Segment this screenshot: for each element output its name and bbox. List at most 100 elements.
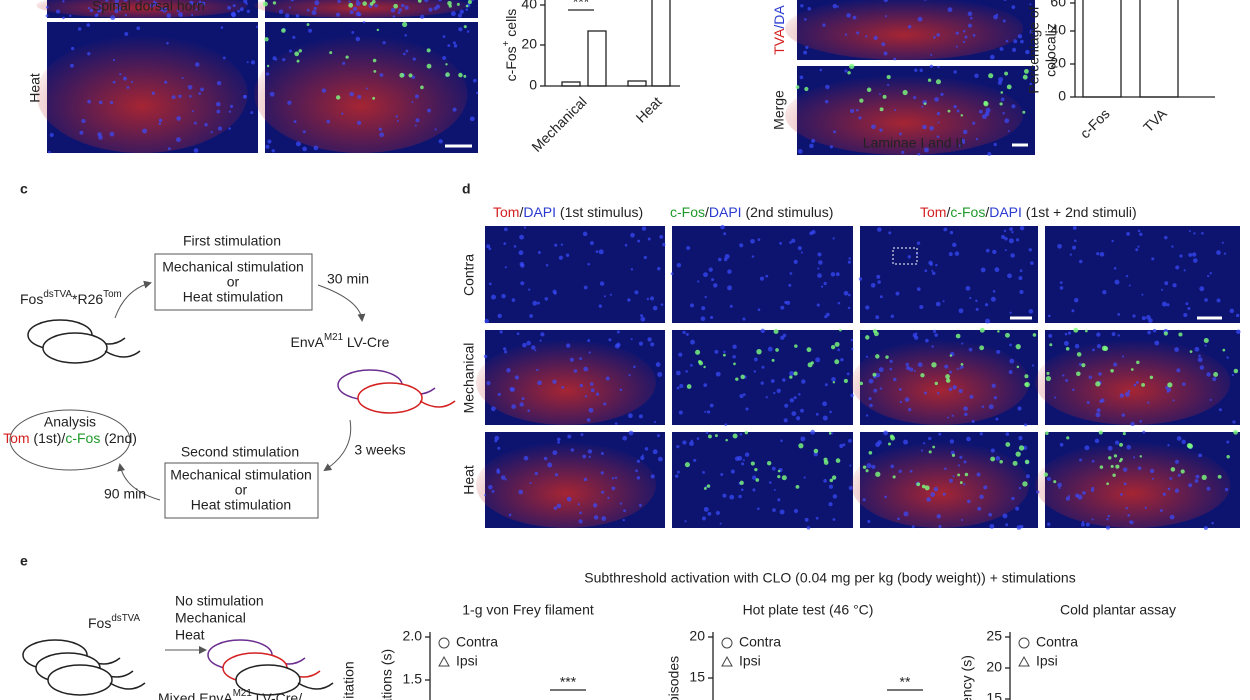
micrograph-cell [964,35,968,39]
micrograph-cell [1065,496,1071,501]
micrograph-cell [823,281,827,286]
micrograph-cell [817,267,820,270]
micrograph-cell [1047,314,1051,318]
micrograph-cell [600,451,604,456]
micrograph-cell [520,281,525,286]
text-segment: Tom [3,430,29,446]
legend-marker [438,637,450,649]
micrograph-cell [428,7,433,12]
micrograph-cell [805,45,809,50]
micrograph-signal [1035,339,1231,425]
micrograph-cell [588,455,591,458]
micrograph-cell [759,276,765,281]
micrograph-cell [622,519,625,522]
micrograph-cell [995,13,999,16]
micrograph-cell [940,92,944,96]
micrograph-cell [1151,257,1155,261]
micrograph-cell [959,455,963,459]
micrograph-cell [798,443,804,449]
micrograph-signal [36,0,248,18]
micrograph-cell [523,455,529,461]
micrograph-cell [1112,473,1116,477]
micrograph-cell [426,48,431,53]
micrograph-cell [1125,274,1129,278]
micrograph-cell [269,91,275,97]
micrograph-cell [1096,408,1101,413]
micrograph-cell [924,269,928,273]
micrograph-cell [1154,340,1160,346]
micrograph-cell [488,247,492,251]
micrograph-cell [963,460,967,464]
micrograph-cell [1103,346,1109,351]
micrograph-cell [739,394,744,399]
micrograph-cell [928,436,932,441]
micrograph-cell [1011,231,1014,234]
micrograph-cell [438,139,443,144]
micrograph-cell [919,304,924,310]
micrograph-cell [397,11,401,15]
micrograph-cell [950,450,955,455]
micrograph-cell [98,135,103,140]
micrograph-cell [1016,365,1020,369]
micrograph-cell [916,241,921,245]
micrograph-cell [434,128,437,131]
micrograph-cell [1114,440,1120,445]
micrograph-cell [1195,474,1200,479]
micrograph-cell [799,75,804,80]
micrograph-cell [87,99,91,104]
micrograph-cell [703,383,708,387]
micrograph-cell [239,7,244,12]
micrograph-cell [975,137,979,141]
micrograph-cell [1003,0,1007,1]
micrograph-cell [966,436,971,442]
micrograph-cell [965,285,971,291]
micrograph-cell [1130,421,1135,427]
micrograph-cell [1141,382,1146,387]
micrograph-cell [1117,312,1121,316]
micrograph-cell [335,95,341,100]
mouse-tail [419,400,456,408]
micrograph-cell [879,128,883,132]
micrograph-cell [890,464,895,469]
micrograph-cell [504,227,508,232]
micrograph-cell [703,487,707,490]
micrograph-cell [48,150,51,154]
micrograph-cell [791,411,797,416]
micrograph-cell [877,280,881,284]
micrograph-cell [588,407,594,413]
micrograph-cell [623,509,626,513]
text-segment: LV-Cre [343,334,390,350]
micrograph-cell [851,348,854,351]
micrograph-cell [357,94,362,99]
micrograph-cell [862,465,867,469]
micrograph-cell [1226,440,1230,444]
micrograph-cell [1206,274,1210,278]
micrograph-cell [975,299,978,303]
micrograph-cell [1133,456,1136,459]
micrograph-cell [501,293,506,299]
micrograph-cell [450,11,456,17]
micrograph-cell [930,492,936,497]
micrograph-cell [593,503,598,508]
micrograph-cell [1004,118,1010,124]
micrograph-cell [112,58,116,62]
micrograph-cell [308,28,312,33]
micrograph-cell [1226,356,1229,359]
micrograph-cell [245,2,248,5]
micrograph-cell [166,41,169,45]
micrograph-cell [938,432,942,436]
micrograph-cell [984,303,989,307]
micrograph-cell [991,383,996,388]
micrograph-cell [868,397,872,401]
micrograph-cell [1105,525,1111,530]
micrograph-cell [292,35,296,39]
micrograph-cell [265,144,270,149]
micrograph-cell [228,110,232,113]
micrograph-cell [999,102,1003,106]
micrograph-cell [435,4,441,9]
micrograph-cell [960,365,964,369]
mouse-label: FosdsTVA*R26Tom [20,289,122,307]
stim-box [154,253,313,311]
y-tick-label: 20 [986,659,1002,675]
micrograph-cell [804,86,809,92]
